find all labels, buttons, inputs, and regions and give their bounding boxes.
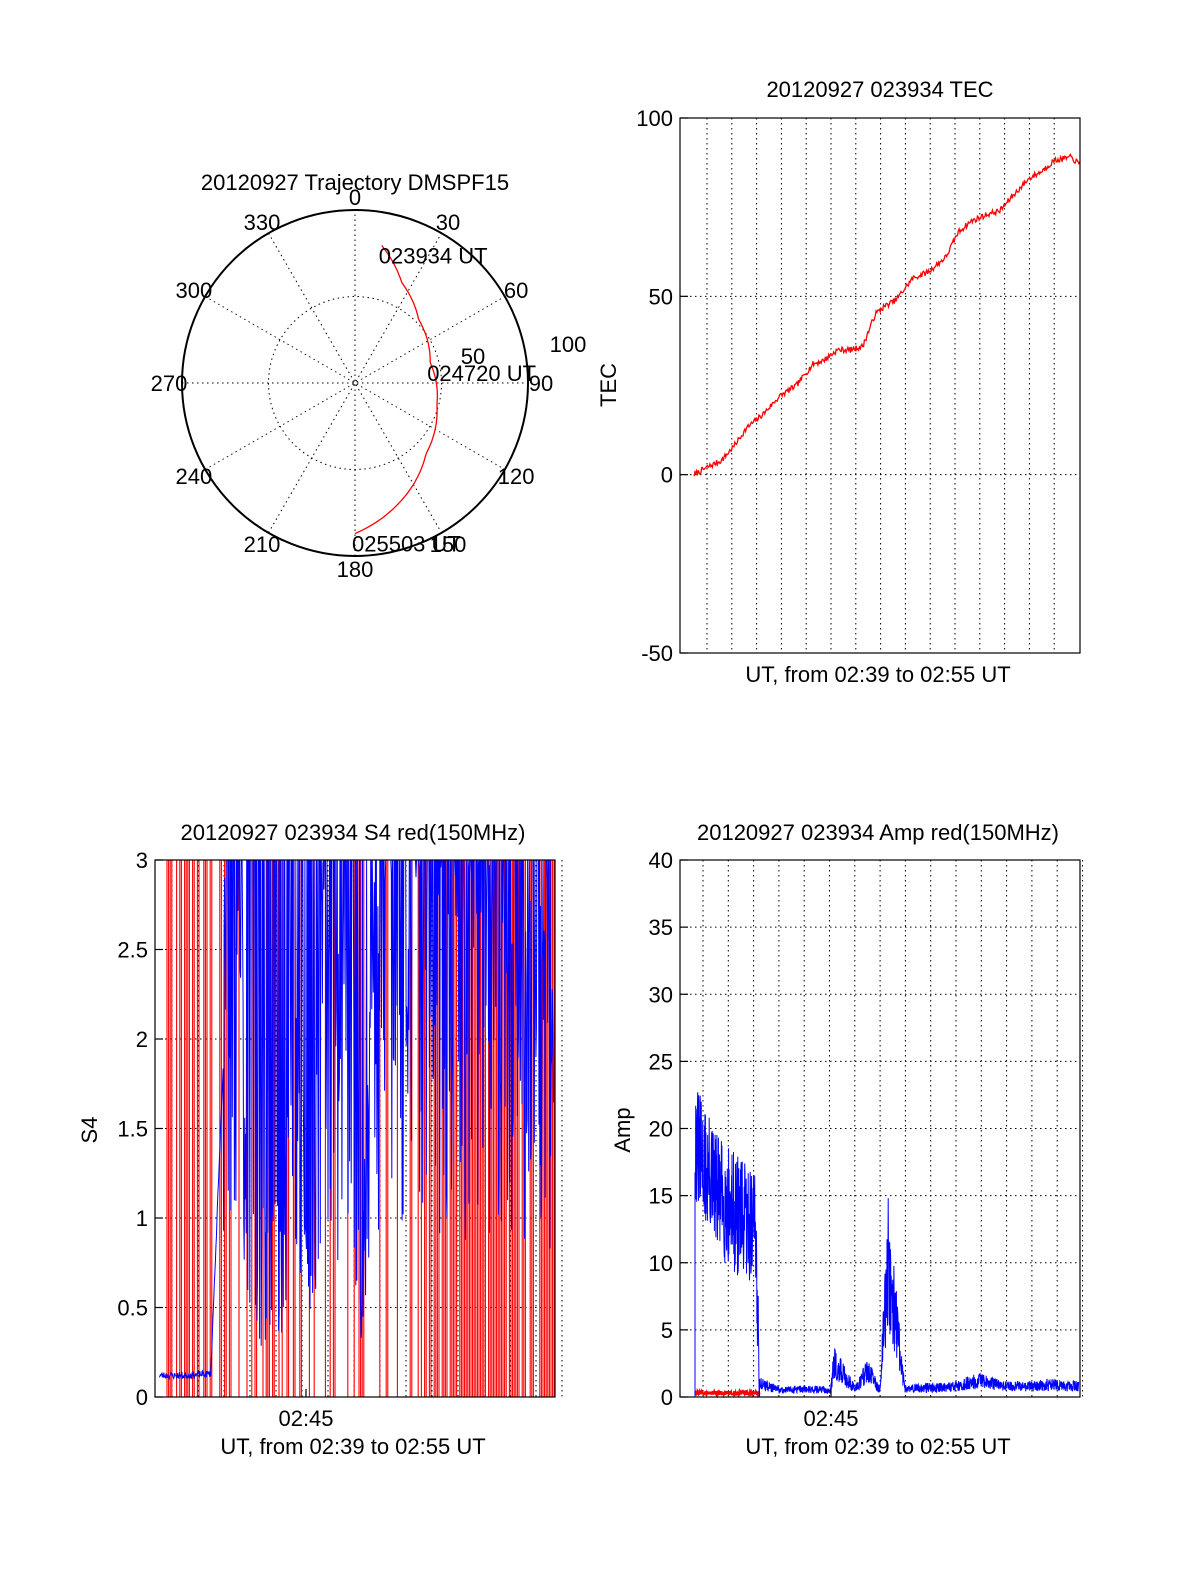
polar-inner-circle [268, 296, 442, 470]
tec-ylabel: TEC [596, 363, 621, 407]
polar-title: 20120927 Trajectory DMSPF15 [201, 170, 509, 195]
amp-ytick-label: 40 [649, 848, 673, 873]
s4-ytick-label: 0.5 [117, 1296, 148, 1321]
polar-angle-labels: 0 30 60 90 120 150 180 210 240 270 300 330 [151, 185, 554, 582]
s4-xlabel: UT, from 02:39 to 02:55 UT [220, 1434, 485, 1459]
tec-grid [680, 118, 1080, 653]
tec-plot: 20120927 023934 TEC -50 0 50 100 TEC UT, fr… [596, 77, 1081, 687]
polar-radial-label-100: 100 [550, 332, 587, 357]
amp-ytick-label: 15 [649, 1184, 673, 1209]
amp-ytick-label: 25 [649, 1049, 673, 1074]
polar-spoke [268, 232, 442, 534]
polar-angle-label: 120 [498, 464, 535, 489]
s4-ytick-label: 3 [136, 848, 148, 873]
polar-angle-label: 60 [504, 278, 528, 303]
s4-plot: 20120927 023934 S4 red(150MHz) 0 0.5 1 1.5 2… [77, 820, 563, 1459]
amp-blue-series-line [694, 1092, 1080, 1398]
tec-ytick-label: 100 [636, 106, 673, 131]
tec-ytick-label: -50 [641, 641, 673, 666]
polar-time-label: 023934 UT [379, 243, 488, 268]
polar-trajectory-plot: 20120927 Trajectory DMSPF15 0 30 60 90 120 15… [151, 170, 587, 582]
polar-angle-label: 300 [176, 278, 213, 303]
amp-y-tick-labels: 0 5 10 15 20 25 30 35 40 [649, 848, 688, 1410]
polar-trajectory-line [354, 245, 439, 535]
polar-angle-label: 0 [349, 185, 361, 210]
amp-ytick-label: 5 [661, 1318, 673, 1343]
polar-angle-label: 330 [244, 210, 281, 235]
polar-angle-label: 210 [244, 532, 281, 557]
amp-title: 20120927 023934 Amp red(150MHz) [697, 820, 1059, 845]
amp-ytick-label: 20 [649, 1117, 673, 1142]
s4-ytick-label: 1 [136, 1206, 148, 1231]
tec-axes-frame [679, 117, 1081, 654]
polar-spoke [268, 232, 442, 534]
s4-ytick-label: 2 [136, 1027, 148, 1052]
polar-time-labels: 023934 UT 024720 UT 025503 UT [352, 243, 536, 556]
polar-angle-label: 150 [430, 532, 467, 557]
tec-xlabel: UT, from 02:39 to 02:55 UT [745, 662, 1010, 687]
amp-plot: 20120927 023934 Amp red(150MHz) 0 5 10 15 20… [610, 820, 1083, 1459]
amp-ytick-label: 0 [661, 1385, 673, 1410]
s4-ytick-label: 1.5 [117, 1117, 148, 1142]
amp-ytick-label: 30 [649, 982, 673, 1007]
tec-title: 20120927 023934 TEC [766, 77, 993, 102]
polar-time-label: 025503 UT [352, 532, 461, 557]
polar-angle-label: 30 [436, 210, 460, 235]
amp-grid [680, 860, 1083, 1397]
polar-angle-label: 180 [337, 557, 374, 582]
s4-y-tick-labels: 0 0.5 1 1.5 2 2.5 3 [117, 848, 163, 1410]
tec-series-line [693, 153, 1081, 477]
polar-grid [181, 209, 529, 557]
amp-ylabel: Amp [610, 1107, 635, 1152]
amp-xlabel: UT, from 02:39 to 02:55 UT [745, 1434, 1010, 1459]
s4-ytick-label: 0 [136, 1385, 148, 1410]
polar-radial-label-50: 50 [461, 344, 485, 369]
amp-red-series-line [694, 1387, 761, 1399]
s4-ytick-label: 2.5 [117, 938, 148, 963]
polar-time-label: 024720 UT [427, 361, 536, 386]
s4-xtick-label: 02:45 [278, 1406, 333, 1431]
amp-ytick-label: 10 [649, 1251, 673, 1276]
amp-xtick-label: 02:45 [803, 1406, 858, 1431]
polar-angle-label: 90 [529, 371, 553, 396]
polar-angle-label: 240 [176, 464, 213, 489]
tec-y-tick-labels: -50 0 50 100 [636, 106, 688, 666]
tec-ytick-label: 0 [661, 463, 673, 488]
tec-ytick-label: 50 [649, 284, 673, 309]
amp-ytick-label: 35 [649, 915, 673, 940]
polar-angle-label: 270 [151, 371, 188, 396]
s4-blue-series-line [158, 859, 554, 1381]
s4-ylabel: S4 [77, 1117, 102, 1144]
s4-title: 20120927 023934 S4 red(150MHz) [181, 820, 526, 845]
